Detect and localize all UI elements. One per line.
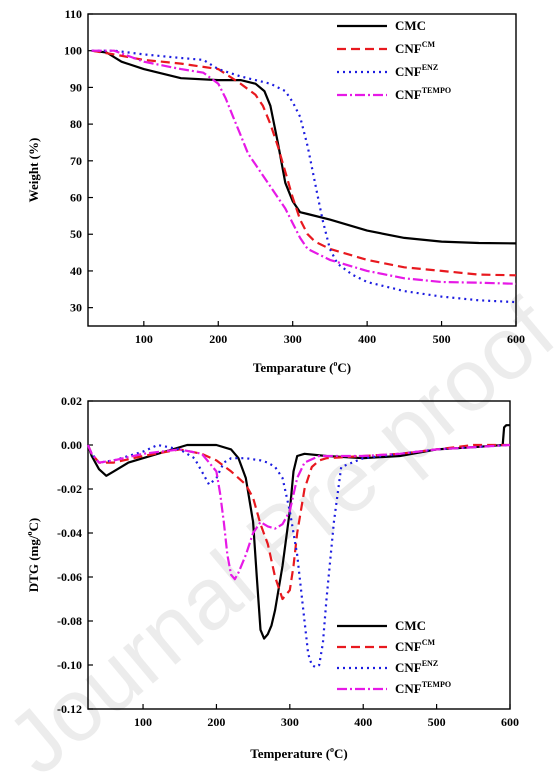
- x-tick-label: 600: [507, 332, 525, 346]
- x-tick-label: 100: [135, 332, 153, 346]
- series-line-cmc: [91, 49, 517, 245]
- series-line-cnf-cm: [91, 49, 517, 277]
- plot-frame: [87, 13, 517, 327]
- x-tick-label: 100: [134, 715, 152, 729]
- y-tick-label: -0.08: [57, 614, 82, 628]
- y-tick-label: -0.10: [57, 658, 82, 672]
- y-tick-label: -0.04: [57, 526, 82, 540]
- legend-entry: CNFTEMPO: [395, 680, 451, 696]
- y-tick-label: 80: [70, 117, 82, 131]
- y-tick-label: 50: [70, 227, 82, 241]
- y-tick-label: 60: [70, 191, 82, 205]
- legend-entry: CNFCM: [395, 638, 435, 654]
- series-line-cnf-cm: [86, 443, 510, 601]
- legend-entry: CMC: [395, 18, 426, 33]
- x-tick-label: 200: [209, 332, 227, 346]
- weight-chart: 100 200 300 400 500 600 30 40 50 60 70 80 90 100 110 Te…: [26, 7, 525, 375]
- x-tick-label: 500: [433, 332, 451, 346]
- y-tick-label: 90: [70, 80, 82, 94]
- legend-entry: CNFENZ: [395, 659, 438, 675]
- y-tick-label: -0.06: [57, 570, 82, 584]
- x-axis-label: Temperature (oC): [250, 745, 348, 761]
- legend-entry: CNFCM: [395, 40, 435, 56]
- y-tick-label: 30: [70, 301, 82, 315]
- y-tick-label: 100: [64, 44, 82, 58]
- y-tick-label: 0.00: [61, 438, 82, 452]
- y-tick-label: 0.02: [61, 394, 82, 408]
- x-tick-label: 300: [281, 715, 299, 729]
- x-tick-label: 400: [358, 332, 376, 346]
- x-tick-label: 600: [501, 715, 519, 729]
- y-tick-label: 110: [65, 7, 82, 21]
- x-tick-label: 300: [284, 332, 302, 346]
- y-tick-label: 70: [70, 154, 82, 168]
- y-tick-label: -0.02: [57, 482, 82, 496]
- y-tick-label: -0.12: [57, 702, 82, 716]
- x-tick-label: 500: [428, 715, 446, 729]
- legend-entry: CNFTEMPO: [395, 86, 451, 102]
- series-line-cnf-enz: [86, 443, 511, 669]
- dtg-chart: 100 200 300 400 500 600 0.02 0.00 -0.02 -0.04 -0.0…: [25, 394, 519, 761]
- x-axis-label: Temparature (oC): [253, 359, 351, 375]
- watermark-text: Journal Pre-proof: [0, 280, 554, 775]
- series-line-cnf-tempo: [86, 443, 511, 581]
- y-tick-label: 40: [70, 264, 82, 278]
- x-tick-label: 400: [354, 715, 372, 729]
- legend-entry: CNFENZ: [395, 63, 438, 79]
- legend-entry: CMC: [395, 618, 426, 633]
- x-tick-label: 200: [207, 715, 225, 729]
- series-line-cmc: [86, 424, 510, 640]
- y-axis-label: Weight (%): [26, 138, 41, 203]
- y-axis-label: DTG (mg/oC): [25, 518, 41, 592]
- series-line-cnf-tempo: [91, 49, 517, 285]
- series-line-cnf-enz: [91, 49, 517, 304]
- plot-frame: [87, 400, 511, 710]
